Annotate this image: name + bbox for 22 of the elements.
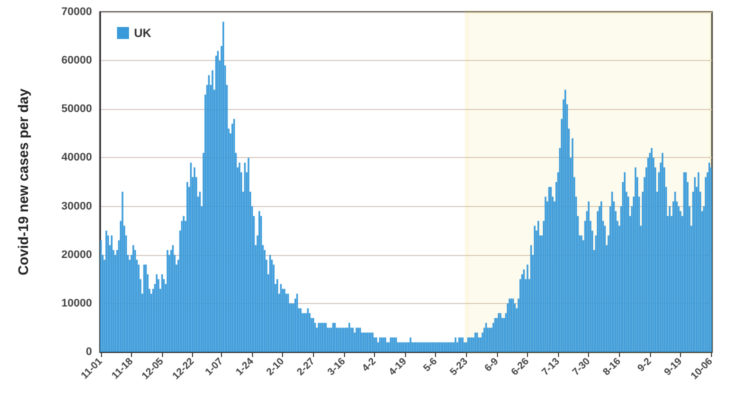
y-tick-label: 40000 [61,152,92,164]
x-tick-label: 7-30 [570,356,593,378]
y-tick-label: 10000 [61,297,92,310]
y-tick-label: 70000 [61,6,92,18]
x-tick-label: 6-26 [509,356,532,378]
x-tick-label: 5-23 [448,356,471,378]
y-axis-title: Covid-19 new cases per day [15,88,31,276]
x-tick-label: 7-13 [540,356,562,378]
x-tick-label: 4-2 [360,356,379,374]
x-tick-label: 9-19 [662,356,685,378]
x-tick-label: 8-16 [601,356,624,378]
y-tick-label: 30000 [61,200,92,212]
y-tick-label: 20000 [61,248,92,261]
legend-label: UK [134,26,152,40]
x-tick-label: 4-19 [387,356,410,378]
x-tick-label: 9-2 [636,356,654,374]
x-tick-label: 3-16 [326,356,348,378]
x-tick-label: 6-9 [482,356,502,374]
y-tick-label: 60000 [61,54,92,67]
y-tick-label: 50000 [61,103,92,116]
x-tick-label: 5-6 [422,356,440,374]
y-tick-label: 0 [86,346,92,358]
